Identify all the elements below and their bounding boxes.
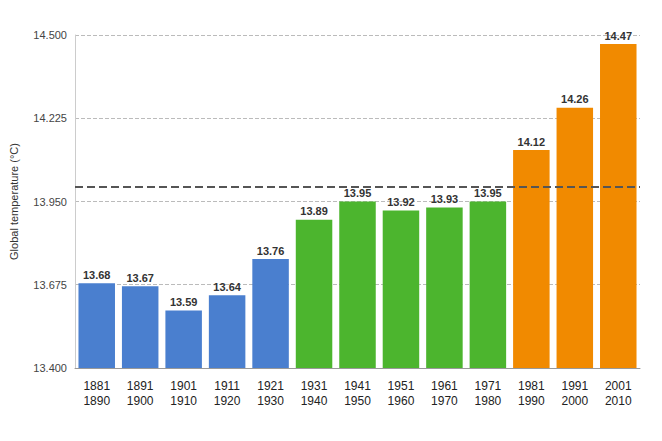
svg-text:1980: 1980 (475, 394, 502, 408)
svg-text:14.26: 14.26 (561, 93, 589, 105)
svg-text:13.92: 13.92 (387, 196, 415, 208)
svg-text:1930: 1930 (257, 394, 284, 408)
svg-text:1990: 1990 (518, 394, 545, 408)
svg-text:13.59: 13.59 (170, 296, 198, 308)
svg-text:1951: 1951 (388, 379, 415, 393)
svg-text:1920: 1920 (214, 394, 241, 408)
svg-text:1911: 1911 (214, 379, 240, 393)
svg-text:1971: 1971 (475, 379, 502, 393)
svg-text:1981: 1981 (518, 379, 545, 393)
svg-text:1940: 1940 (301, 394, 328, 408)
svg-text:13.950: 13.950 (33, 196, 67, 208)
svg-text:13.400: 13.400 (33, 362, 67, 374)
svg-text:1941: 1941 (344, 379, 371, 393)
svg-text:13.67: 13.67 (126, 272, 154, 284)
svg-text:13.68: 13.68 (83, 269, 111, 281)
svg-text:Global temperature (°C): Global temperature (°C) (8, 143, 20, 260)
svg-text:13.95: 13.95 (344, 187, 372, 199)
svg-text:1900: 1900 (127, 394, 154, 408)
svg-text:13.675: 13.675 (33, 279, 67, 291)
svg-text:1921: 1921 (257, 379, 284, 393)
svg-text:1890: 1890 (83, 394, 110, 408)
svg-text:1961: 1961 (431, 379, 458, 393)
svg-text:2001: 2001 (605, 379, 632, 393)
svg-text:1910: 1910 (170, 394, 197, 408)
svg-text:1931: 1931 (301, 379, 328, 393)
svg-text:1891: 1891 (127, 379, 154, 393)
svg-text:2010: 2010 (605, 394, 632, 408)
svg-text:14.12: 14.12 (518, 136, 546, 148)
svg-text:13.89: 13.89 (300, 205, 328, 217)
svg-text:1881: 1881 (83, 379, 110, 393)
svg-text:13.76: 13.76 (257, 245, 285, 257)
svg-text:14.225: 14.225 (33, 112, 67, 124)
svg-text:14.47: 14.47 (605, 30, 633, 42)
svg-text:1901: 1901 (170, 379, 197, 393)
svg-text:13.64: 13.64 (213, 281, 241, 293)
svg-text:13.95: 13.95 (474, 187, 502, 199)
svg-text:1991: 1991 (561, 379, 588, 393)
svg-text:13.93: 13.93 (431, 193, 459, 205)
svg-text:1950: 1950 (344, 394, 371, 408)
svg-text:2000: 2000 (561, 394, 588, 408)
svg-text:1960: 1960 (388, 394, 415, 408)
svg-text:14.500: 14.500 (33, 29, 67, 41)
svg-text:1970: 1970 (431, 394, 458, 408)
